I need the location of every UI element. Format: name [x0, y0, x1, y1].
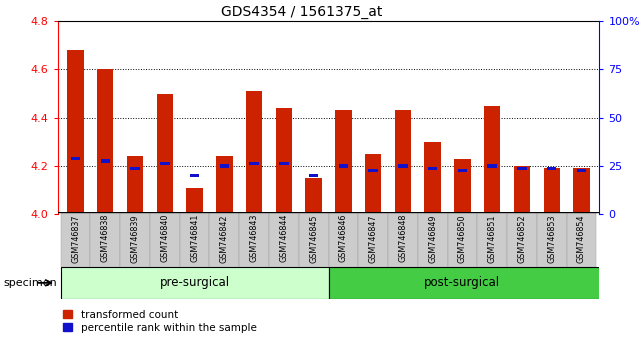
- FancyBboxPatch shape: [210, 212, 239, 267]
- Bar: [306, 178, 322, 214]
- Text: GDS4354 / 1561375_at: GDS4354 / 1561375_at: [221, 5, 382, 19]
- Text: GSM746847: GSM746847: [369, 214, 378, 263]
- FancyBboxPatch shape: [478, 212, 507, 267]
- FancyBboxPatch shape: [358, 212, 388, 267]
- FancyBboxPatch shape: [269, 212, 299, 267]
- Bar: [61, 267, 328, 299]
- Bar: [395, 110, 411, 214]
- FancyBboxPatch shape: [61, 212, 90, 267]
- Bar: [484, 105, 501, 214]
- FancyBboxPatch shape: [150, 212, 179, 267]
- Bar: [547, 167, 556, 170]
- Bar: [187, 188, 203, 214]
- Text: GSM746848: GSM746848: [399, 214, 408, 262]
- Bar: [309, 174, 319, 177]
- Bar: [160, 162, 170, 165]
- Bar: [216, 156, 233, 214]
- FancyBboxPatch shape: [179, 212, 210, 267]
- Bar: [335, 110, 351, 214]
- Bar: [97, 69, 113, 214]
- Bar: [458, 169, 467, 172]
- Text: GSM746846: GSM746846: [339, 214, 348, 262]
- Bar: [130, 167, 140, 170]
- Bar: [246, 91, 262, 214]
- Bar: [279, 162, 288, 165]
- Bar: [276, 108, 292, 214]
- FancyBboxPatch shape: [388, 212, 418, 267]
- Bar: [101, 159, 110, 163]
- Bar: [424, 142, 441, 214]
- Bar: [454, 159, 470, 214]
- Text: specimen: specimen: [3, 278, 57, 288]
- Bar: [190, 174, 199, 177]
- Text: GSM746841: GSM746841: [190, 214, 199, 262]
- Bar: [573, 169, 590, 214]
- Text: post-surgical: post-surgical: [424, 276, 501, 289]
- Text: GSM746852: GSM746852: [517, 214, 526, 263]
- Text: GSM746853: GSM746853: [547, 214, 556, 263]
- Text: GSM746837: GSM746837: [71, 214, 80, 263]
- Text: GSM746845: GSM746845: [309, 214, 318, 263]
- FancyBboxPatch shape: [239, 212, 269, 267]
- Bar: [338, 164, 348, 168]
- FancyBboxPatch shape: [507, 212, 537, 267]
- FancyBboxPatch shape: [447, 212, 478, 267]
- Text: GSM746840: GSM746840: [160, 214, 169, 262]
- FancyBboxPatch shape: [537, 212, 567, 267]
- Bar: [487, 164, 497, 168]
- Text: GSM746854: GSM746854: [577, 214, 586, 263]
- FancyBboxPatch shape: [418, 212, 447, 267]
- FancyBboxPatch shape: [567, 212, 596, 267]
- Text: GSM746851: GSM746851: [488, 214, 497, 263]
- Text: GSM746850: GSM746850: [458, 214, 467, 263]
- Text: GSM746843: GSM746843: [249, 214, 258, 262]
- Bar: [220, 164, 229, 168]
- Text: GSM746839: GSM746839: [131, 214, 140, 263]
- FancyBboxPatch shape: [299, 212, 328, 267]
- FancyBboxPatch shape: [120, 212, 150, 267]
- Bar: [428, 167, 437, 170]
- Text: pre-surgical: pre-surgical: [160, 276, 229, 289]
- Bar: [544, 169, 560, 214]
- Bar: [517, 167, 527, 170]
- Bar: [514, 166, 530, 214]
- Bar: [249, 162, 259, 165]
- Bar: [71, 157, 80, 160]
- Bar: [328, 267, 612, 299]
- Bar: [67, 50, 84, 214]
- Bar: [369, 169, 378, 172]
- FancyBboxPatch shape: [328, 212, 358, 267]
- Text: GSM746838: GSM746838: [101, 214, 110, 262]
- Bar: [156, 93, 173, 214]
- Bar: [577, 169, 587, 172]
- FancyBboxPatch shape: [90, 212, 120, 267]
- Text: GSM746844: GSM746844: [279, 214, 288, 262]
- Text: GSM746842: GSM746842: [220, 214, 229, 263]
- Bar: [398, 164, 408, 168]
- Bar: [127, 156, 143, 214]
- Bar: [365, 154, 381, 214]
- Text: GSM746849: GSM746849: [428, 214, 437, 263]
- Legend: transformed count, percentile rank within the sample: transformed count, percentile rank withi…: [63, 310, 256, 333]
